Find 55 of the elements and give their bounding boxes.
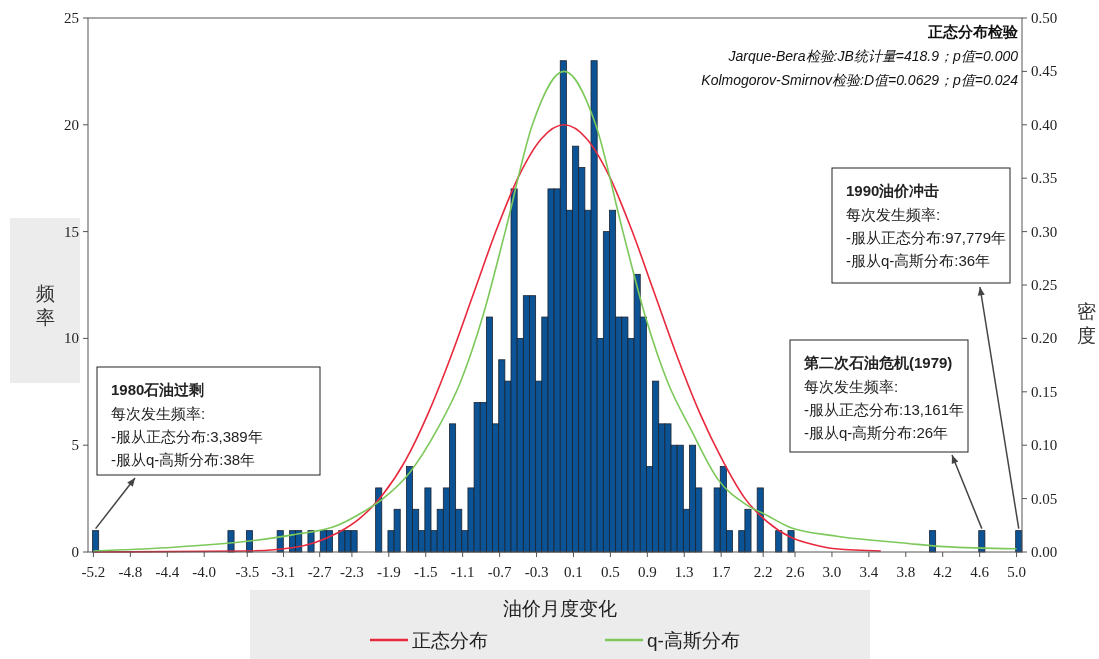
y-axis-title: 频率	[35, 283, 55, 328]
annotation: 每次发生频率: -服从正态分布:97,779年 -服从q-高斯分布:36年	[846, 206, 1007, 269]
x-tick-label: 0.1	[564, 564, 583, 580]
annotation: 每次发生频率: -服从正态分布:3,389年 -服从q-高斯分布:38年	[111, 405, 263, 468]
annotation: 1980石油过剩	[111, 381, 205, 398]
y2-tick-label: 0.25	[1031, 277, 1058, 293]
x-tick-label: -2.3	[340, 564, 364, 580]
x-tick-label: -3.1	[271, 564, 296, 580]
x-axis-title: 油价月度变化	[503, 598, 617, 619]
y-tick-label: 25	[64, 10, 79, 26]
x-tick-label: -0.3	[524, 564, 549, 580]
x-tick-label: 3.0	[822, 564, 842, 580]
y2-tick-label: 0.15	[1031, 383, 1058, 400]
x-tick-label: 0.9	[637, 564, 657, 580]
annotation: 第二次石油危机(1979)	[803, 354, 953, 371]
annotation: 正态分布检验 Jarque-Bera检验:JB统计量=418.9；p值=0.000 Kolmogorov-Smirnov检验:D值=0.0629；p值=0.024	[701, 23, 1019, 88]
x-tick-label: 1.3	[674, 564, 694, 580]
y2-tick-label: 0.00	[1031, 544, 1058, 560]
x-tick-label: 1.7	[711, 564, 732, 580]
y2-tick-label: 0.10	[1031, 437, 1058, 454]
legend-label: q-高斯分布	[647, 630, 740, 651]
y-tick-label: 15	[64, 223, 79, 240]
legend-label: 正态分布	[412, 630, 488, 651]
x-tick-label: 3.8	[896, 564, 916, 580]
y2-tick-label: 0.20	[1031, 330, 1058, 347]
x-tick-label: 3.4	[859, 564, 879, 580]
y2-tick-label: 0.45	[1031, 63, 1058, 80]
x-tick-label: -1.5	[413, 564, 438, 580]
y-tick-label: 10	[64, 330, 79, 347]
annotation: 1990油价冲击	[846, 182, 940, 199]
x-tick-label: 5.0	[1007, 564, 1026, 580]
y2-tick-label: 0.35	[1031, 170, 1058, 187]
x-tick-label: 0.5	[601, 564, 620, 580]
y-tick-label: 0	[71, 544, 79, 560]
annotation: 每次发生频率: -服从正态分布:13,161年 -服从q-高斯分布:26年	[804, 378, 965, 441]
x-tick-label: -4.4	[155, 564, 180, 580]
x-tick-label: -1.9	[376, 564, 401, 580]
x-tick-label: -5.2	[81, 564, 106, 580]
y2-tick-label: 0.30	[1031, 223, 1058, 240]
y2-tick-label: 0.05	[1031, 490, 1058, 507]
x-tick-label: -1.1	[450, 564, 475, 580]
y2-axis-title: 密度	[1076, 301, 1096, 346]
x-tick-label: -0.7	[487, 564, 512, 580]
x-tick-label: -3.5	[235, 564, 260, 580]
x-tick-label: -4.8	[118, 564, 143, 580]
x-tick-label: 2.6	[785, 564, 805, 580]
x-tick-label: -4.0	[192, 564, 217, 580]
x-tick-label: 4.2	[933, 564, 953, 580]
x-tick-label: 2.2	[753, 564, 773, 580]
y-tick-label: 20	[64, 116, 79, 133]
x-tick-label: -2.7	[307, 564, 333, 580]
x-tick-label: 4.6	[970, 564, 990, 580]
y2-tick-label: 0.40	[1031, 116, 1058, 133]
y2-tick-label: 0.50	[1031, 10, 1058, 26]
y-tick-label: 5	[71, 437, 79, 454]
